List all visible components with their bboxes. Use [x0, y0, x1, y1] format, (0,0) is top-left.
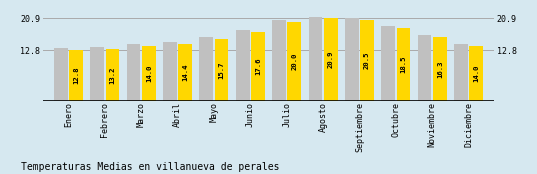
Text: 16.3: 16.3 — [437, 60, 443, 78]
Bar — [142, 46, 156, 101]
Bar — [454, 44, 468, 101]
Bar — [396, 28, 410, 101]
Bar — [360, 20, 374, 101]
Bar — [251, 31, 265, 101]
Text: 15.7: 15.7 — [219, 61, 224, 79]
Text: 14.4: 14.4 — [182, 64, 188, 81]
Text: Temperaturas Medias en villanueva de perales: Temperaturas Medias en villanueva de per… — [21, 162, 280, 172]
Text: 17.6: 17.6 — [255, 57, 261, 75]
Bar — [433, 37, 447, 101]
Bar — [215, 39, 228, 101]
Text: 12.8: 12.8 — [73, 67, 79, 84]
Bar — [54, 49, 68, 101]
Bar — [163, 42, 177, 101]
Bar — [469, 46, 483, 101]
Bar — [69, 50, 83, 101]
Bar — [287, 22, 301, 101]
Text: 14.0: 14.0 — [473, 65, 479, 82]
Bar — [309, 17, 322, 101]
Bar — [90, 47, 104, 101]
Text: 18.5: 18.5 — [401, 56, 407, 73]
Text: 20.9: 20.9 — [328, 51, 333, 68]
Bar — [381, 26, 395, 101]
Text: 14.0: 14.0 — [146, 65, 152, 82]
Bar — [272, 20, 286, 101]
Text: 20.5: 20.5 — [364, 52, 370, 69]
Text: 13.2: 13.2 — [110, 66, 115, 84]
Bar — [324, 18, 338, 101]
Bar — [236, 30, 250, 101]
Bar — [127, 44, 141, 101]
Bar — [199, 37, 213, 101]
Bar — [418, 35, 431, 101]
Bar — [106, 49, 119, 101]
Bar — [178, 44, 192, 101]
Text: 20.0: 20.0 — [292, 53, 297, 70]
Bar — [345, 18, 359, 101]
